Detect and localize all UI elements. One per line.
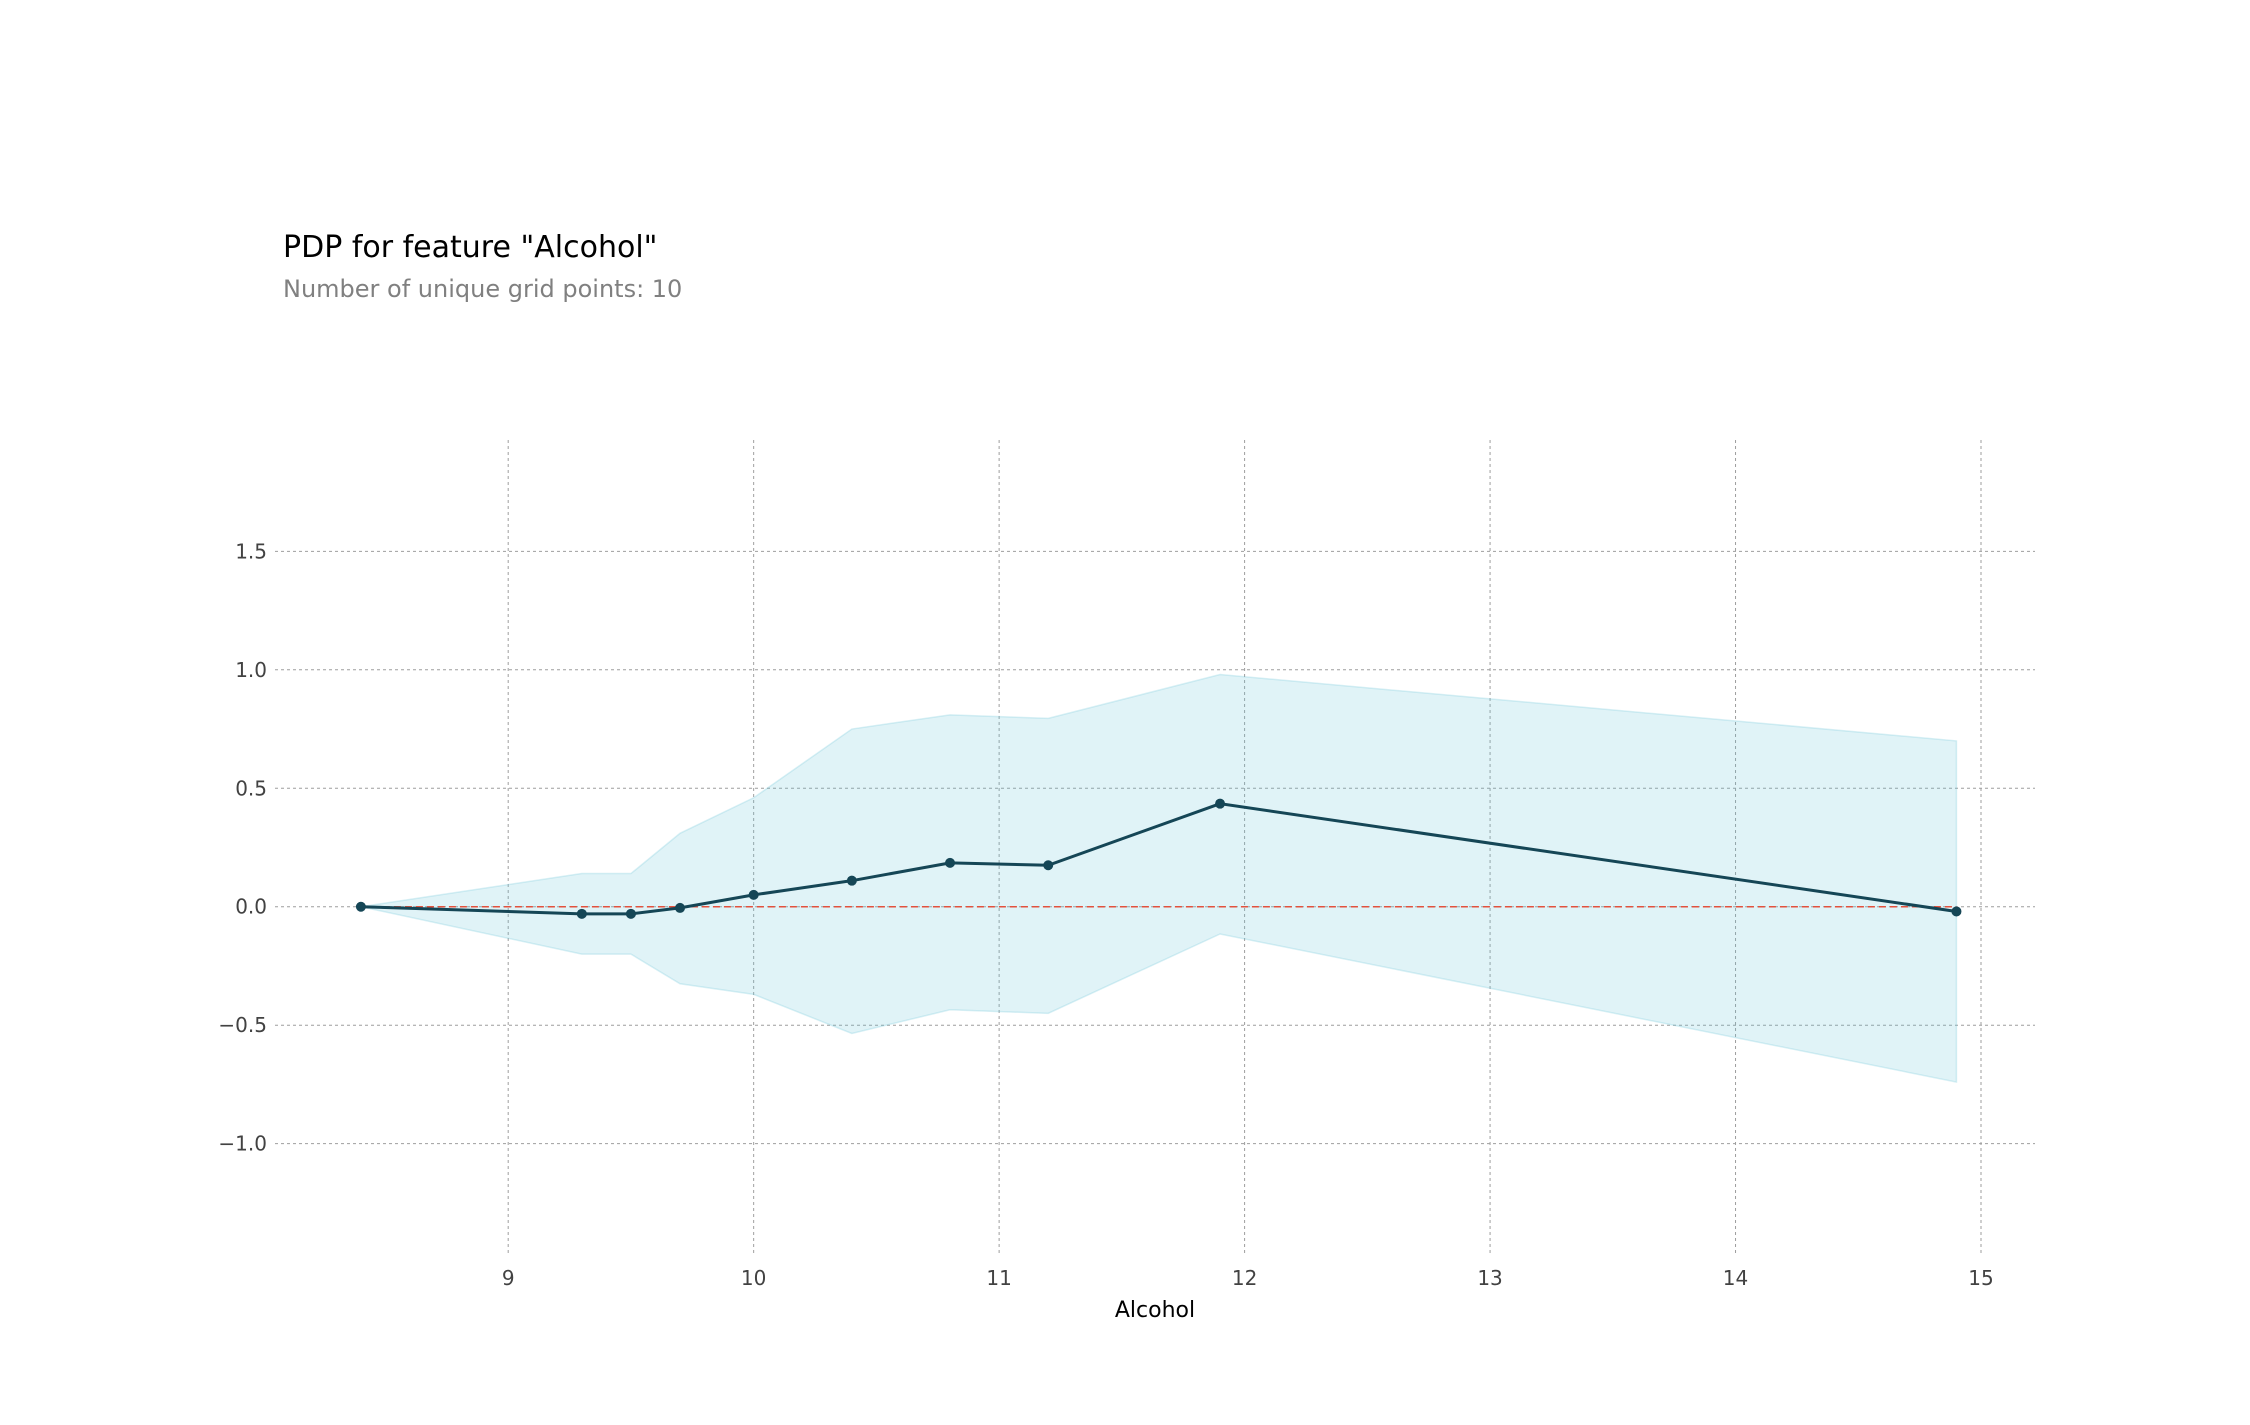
y-tick-label: 1.5 [235, 539, 267, 563]
pdp-point [748, 889, 759, 900]
confidence-band-layer [360, 673, 1958, 1083]
pdp-point [675, 902, 686, 913]
y-tick-label: −0.5 [218, 1013, 267, 1037]
pdp-point [576, 908, 587, 919]
confidence-band [360, 673, 1958, 1083]
tick-label-layer: 9 10 11 12 13 14 15 1.5 1.0 0.5 0.0 −0.5 −1.0 [218, 539, 1993, 1290]
pdp-point [945, 857, 956, 868]
pdp-point [1951, 906, 1962, 917]
x-tick-label: 12 [1232, 1266, 1257, 1290]
pdp-point [355, 901, 366, 912]
x-tick-label: 14 [1723, 1266, 1748, 1290]
y-tick-label: −1.0 [218, 1132, 267, 1156]
x-tick-label: 11 [986, 1266, 1011, 1290]
y-tick-label: 0.0 [235, 895, 267, 919]
chart-subtitle: Number of unique grid points: 10 [283, 275, 683, 303]
x-axis-label: Alcohol [1115, 1298, 1195, 1323]
pdp-point [625, 908, 636, 919]
x-tick-label: 9 [502, 1266, 515, 1290]
x-tick-label: 13 [1477, 1266, 1502, 1290]
pdp-point [1043, 860, 1054, 871]
chart-title: PDP for feature "Alcohol" [283, 230, 658, 265]
pdp-point [1215, 798, 1226, 809]
y-tick-label: 0.5 [235, 776, 267, 800]
pdp-line [360, 802, 1957, 916]
x-tick-label: 15 [1968, 1266, 1993, 1290]
x-tick-label: 10 [741, 1266, 766, 1290]
series-layer [355, 798, 1962, 919]
y-tick-label: 1.0 [235, 658, 267, 682]
pdp-point [846, 875, 857, 886]
